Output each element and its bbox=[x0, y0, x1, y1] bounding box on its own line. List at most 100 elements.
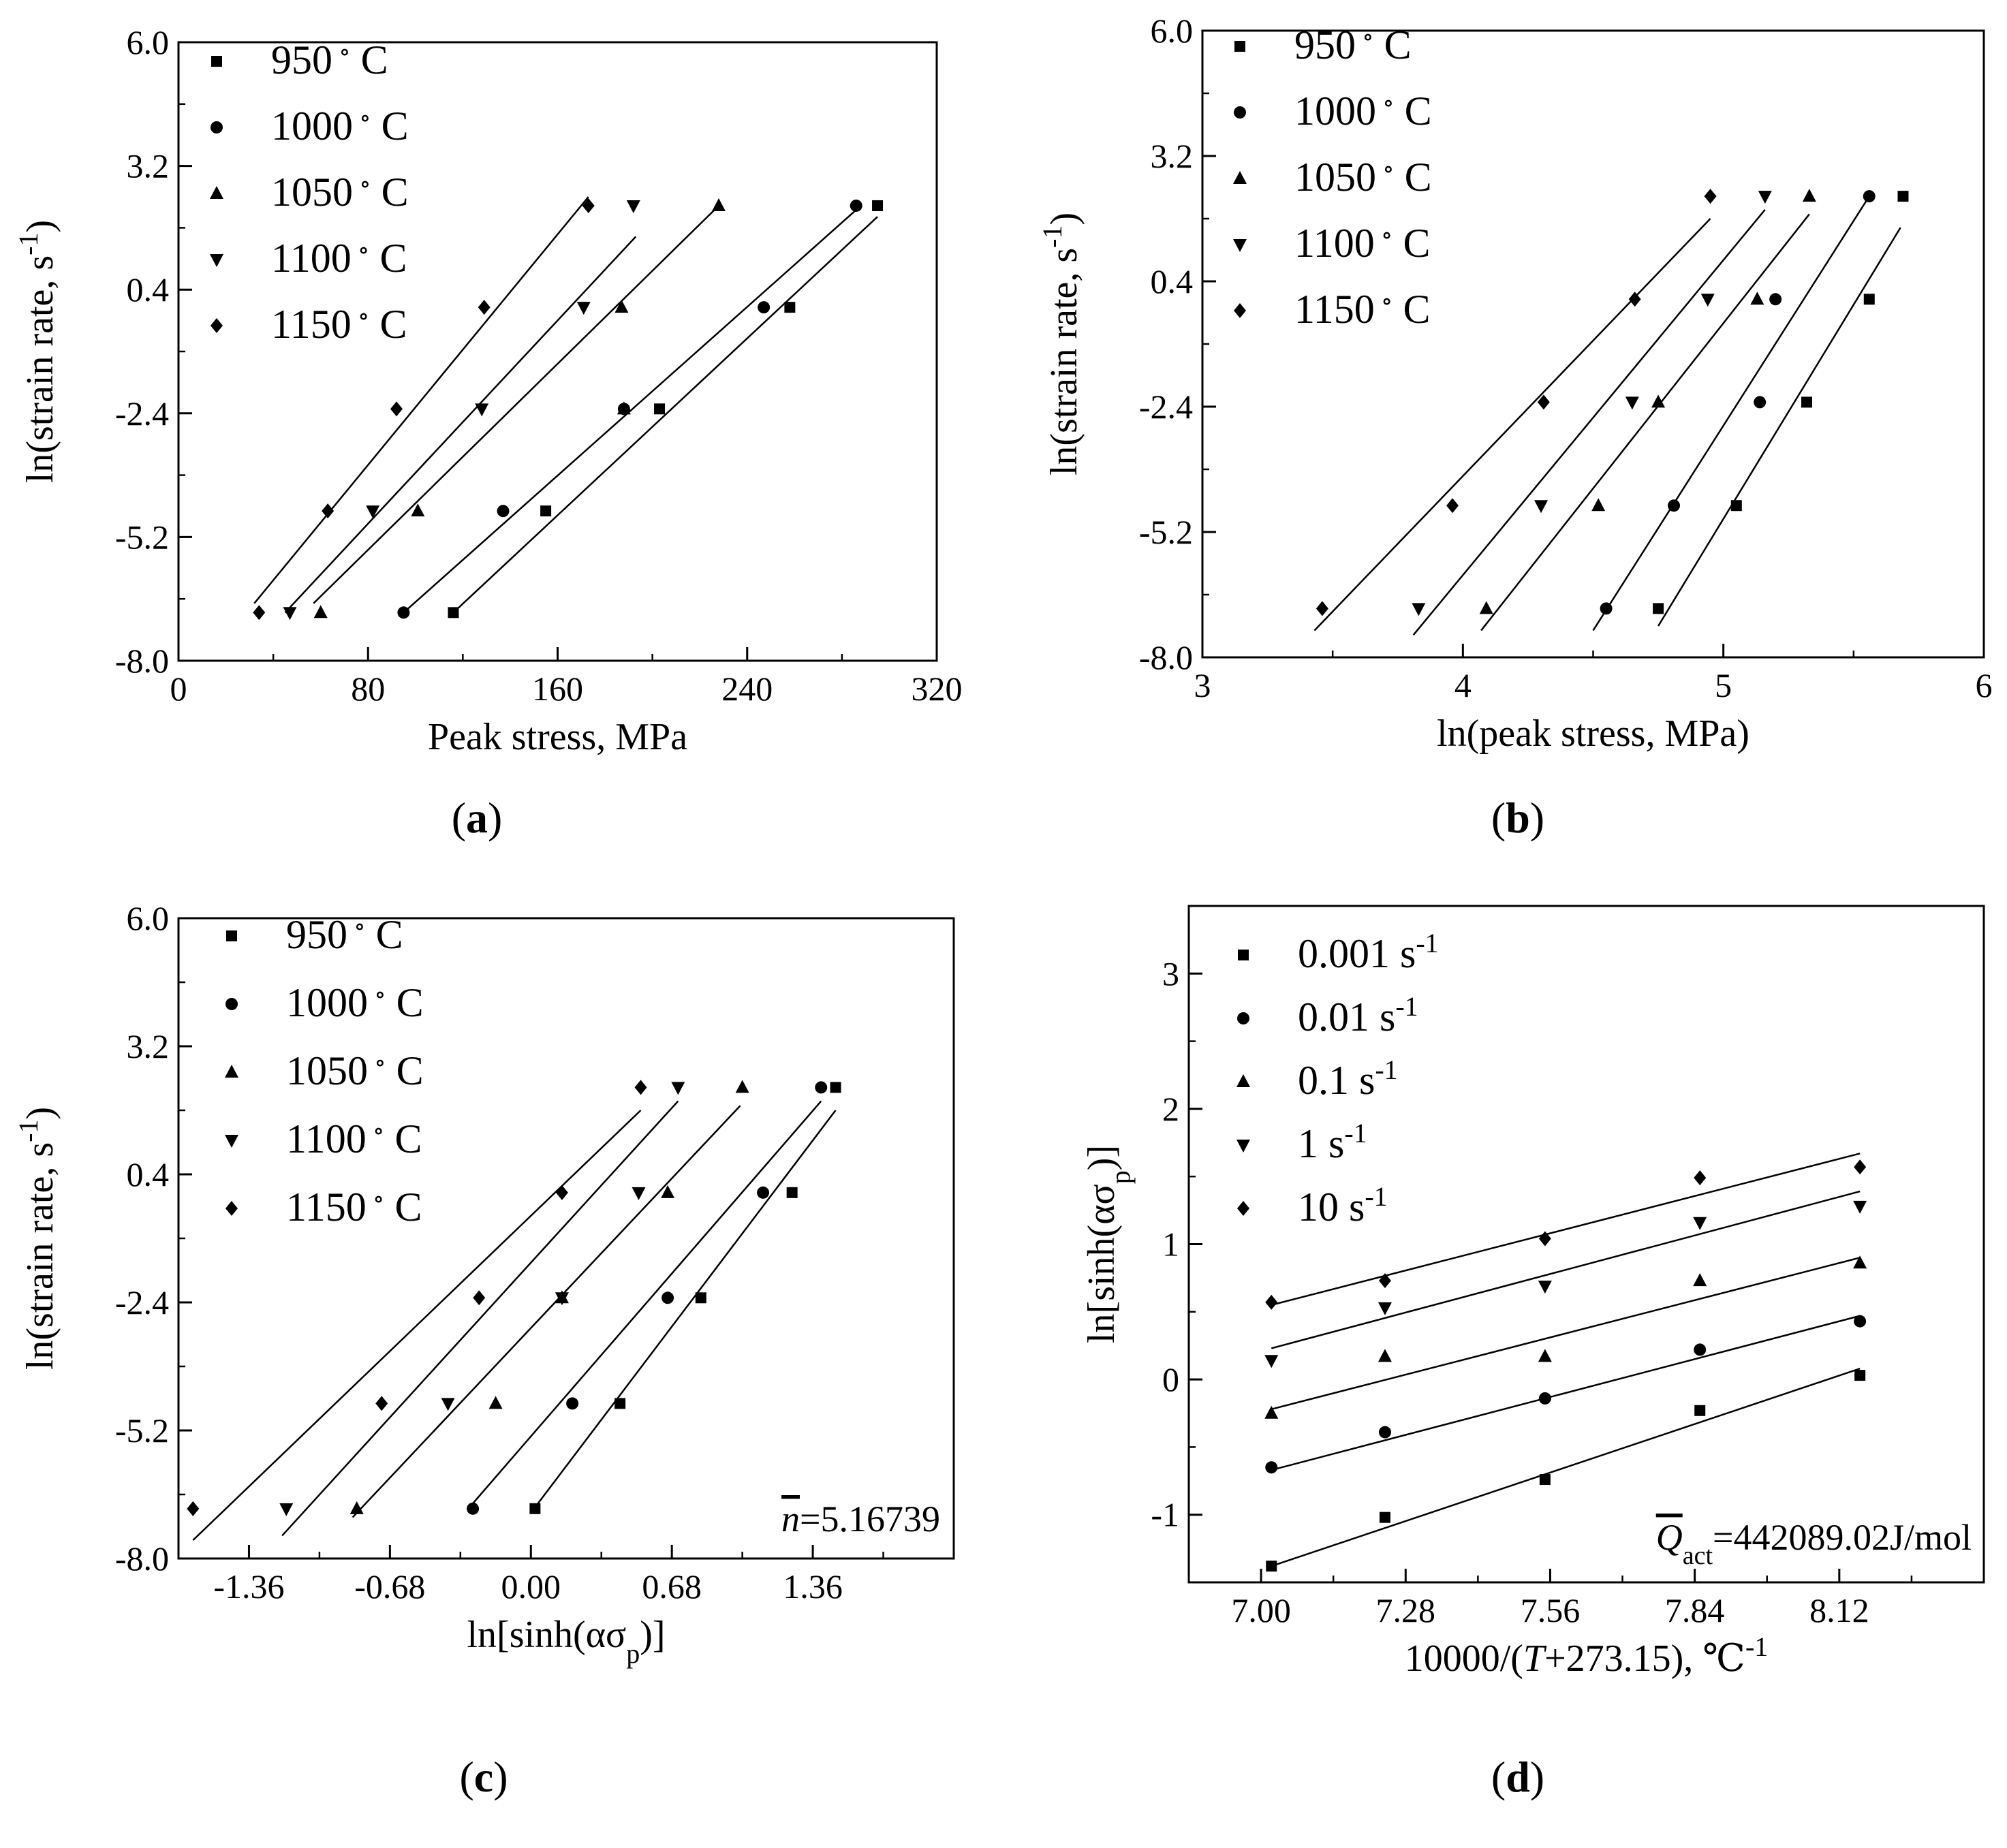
annotation: Qact=442089.02J/mol bbox=[1656, 1517, 1972, 1570]
legend-label: 0.1 s-1 bbox=[1298, 1054, 1398, 1103]
legend-marker bbox=[225, 1065, 238, 1078]
x-tick-label: 8.12 bbox=[1809, 1591, 1869, 1629]
legend-degree: ∘ bbox=[1376, 89, 1395, 116]
x-axis-label-text: Peak stress, MPa bbox=[428, 716, 687, 758]
series-4: 1150 ∘ C bbox=[187, 1080, 647, 1541]
data-point bbox=[1653, 603, 1664, 614]
series-2: 1050 ∘ C bbox=[225, 1048, 749, 1518]
legend-marker bbox=[1236, 1140, 1250, 1153]
data-point bbox=[1750, 292, 1764, 305]
legend-label: 1000 ∘ C bbox=[286, 980, 424, 1025]
data-point bbox=[1704, 189, 1717, 204]
fit-line bbox=[1271, 1190, 1861, 1349]
y-axis-label-end: ) bbox=[19, 220, 61, 233]
data-point bbox=[1264, 1355, 1279, 1368]
x-axis-label: Peak stress, MPa bbox=[428, 716, 687, 758]
legend-unit: C bbox=[351, 37, 388, 82]
chart-panel-b: 3 4 5 6 6.0 3.2 0.4 -2.4 -5.2 -8.0 ln(peak stress,… bbox=[1037, 12, 1993, 842]
series-4: 1150 ∘ C bbox=[211, 196, 595, 621]
data-point bbox=[830, 1082, 841, 1093]
y-tick-label: 6.0 bbox=[127, 899, 170, 937]
y-axis-label-text: ln[sinh(ασ bbox=[1080, 1184, 1123, 1343]
x-tick-label: 7.00 bbox=[1231, 1591, 1291, 1629]
legend-unit: C bbox=[371, 104, 409, 148]
series-2: 1050 ∘ C bbox=[210, 170, 726, 618]
fit-line bbox=[1271, 1315, 1861, 1471]
x-tick-label: 80 bbox=[351, 670, 385, 708]
y-tick-label: -5.2 bbox=[115, 1411, 169, 1450]
y-tick-label: -8.0 bbox=[115, 642, 169, 680]
panel-caption: (c) bbox=[459, 1753, 508, 1801]
annotation-value: =5.16739 bbox=[800, 1499, 940, 1539]
legend-sup: -1 bbox=[1416, 928, 1438, 958]
legend-marker bbox=[1233, 171, 1247, 184]
data-point bbox=[187, 1501, 200, 1516]
legend-degree: ∘ bbox=[1356, 23, 1374, 50]
data-point bbox=[349, 1501, 364, 1514]
x-tick-label: 7.28 bbox=[1376, 1591, 1436, 1629]
fit-line bbox=[1592, 195, 1870, 631]
data-point bbox=[662, 1291, 674, 1304]
series-0: 950 ∘ C bbox=[226, 912, 841, 1514]
data-point bbox=[1854, 1315, 1867, 1328]
legend-main: 1100 bbox=[286, 1116, 367, 1161]
data-point bbox=[1801, 396, 1813, 408]
y-axis-label-sup: -1 bbox=[1037, 225, 1068, 247]
data-point bbox=[1446, 498, 1459, 514]
fit-line bbox=[1271, 1153, 1861, 1306]
legend-unit: C bbox=[384, 1116, 422, 1161]
fit-line bbox=[1271, 1257, 1861, 1411]
data-point bbox=[1378, 1426, 1391, 1439]
data-point bbox=[1694, 1170, 1707, 1186]
series-3: 1100 ∘ C bbox=[210, 200, 640, 621]
x-tick-label: 4 bbox=[1454, 666, 1472, 704]
data-point bbox=[1265, 1461, 1278, 1474]
caption-paren: ) bbox=[488, 794, 502, 842]
legend-marker bbox=[210, 186, 223, 199]
data-point bbox=[1693, 1273, 1707, 1287]
y-axis-label: ln(strain rate, s-1) bbox=[13, 1107, 62, 1370]
data-point bbox=[1854, 1159, 1867, 1175]
legend-label: 1000 ∘ C bbox=[1294, 89, 1432, 134]
legend-label: 0.01 s-1 bbox=[1298, 991, 1418, 1040]
data-point bbox=[1539, 1474, 1551, 1486]
data-point bbox=[1379, 1512, 1390, 1523]
legend-degree: ∘ bbox=[368, 981, 386, 1008]
data-point bbox=[411, 503, 425, 517]
y-axis-label-end: )] bbox=[1080, 1145, 1123, 1170]
legend-marker bbox=[1236, 1074, 1250, 1087]
legend-marker bbox=[1234, 106, 1246, 119]
legend-marker bbox=[210, 254, 223, 267]
series-3: 1100 ∘ C bbox=[225, 1082, 685, 1537]
y-tick-label: 6.0 bbox=[1151, 12, 1194, 50]
fit-line bbox=[1412, 209, 1766, 636]
y-tick-label: 0.4 bbox=[127, 270, 170, 309]
data-point bbox=[1378, 1302, 1392, 1315]
data-point bbox=[397, 606, 410, 619]
panel-caption: (d) bbox=[1491, 1753, 1544, 1801]
y-axis-label: ln[sinh(ασp)] bbox=[1080, 1145, 1136, 1343]
data-point bbox=[1378, 1349, 1392, 1362]
legend-sup: -1 bbox=[1375, 1054, 1397, 1085]
y-tick-label: 0 bbox=[1162, 1360, 1179, 1398]
y-axis-label-end: ) bbox=[19, 1107, 61, 1120]
data-point bbox=[283, 607, 297, 621]
legend-sup: -1 bbox=[1344, 1118, 1367, 1148]
data-point bbox=[1537, 394, 1550, 410]
series-4: 10 s-1 bbox=[1237, 1153, 1867, 1310]
legend-label: 1100 ∘ C bbox=[286, 1116, 422, 1161]
y-tick-label: 3.2 bbox=[1151, 137, 1194, 175]
data-point bbox=[390, 401, 403, 417]
legend-unit: C bbox=[369, 236, 407, 281]
fit-line bbox=[313, 205, 719, 604]
legend-label: 1100 ∘ C bbox=[271, 236, 407, 281]
fit-line bbox=[1480, 213, 1810, 631]
series-0: 950 ∘ C bbox=[211, 37, 884, 618]
data-point bbox=[1668, 499, 1681, 512]
data-point bbox=[1412, 603, 1426, 616]
x-axis-label: ln[sinh(ασp)] bbox=[467, 1614, 665, 1669]
x-tick-label: 7.84 bbox=[1665, 1591, 1725, 1629]
series-1: 1000 ∘ C bbox=[211, 104, 862, 619]
data-point bbox=[441, 1398, 455, 1411]
legend-degree: ∘ bbox=[352, 236, 370, 264]
